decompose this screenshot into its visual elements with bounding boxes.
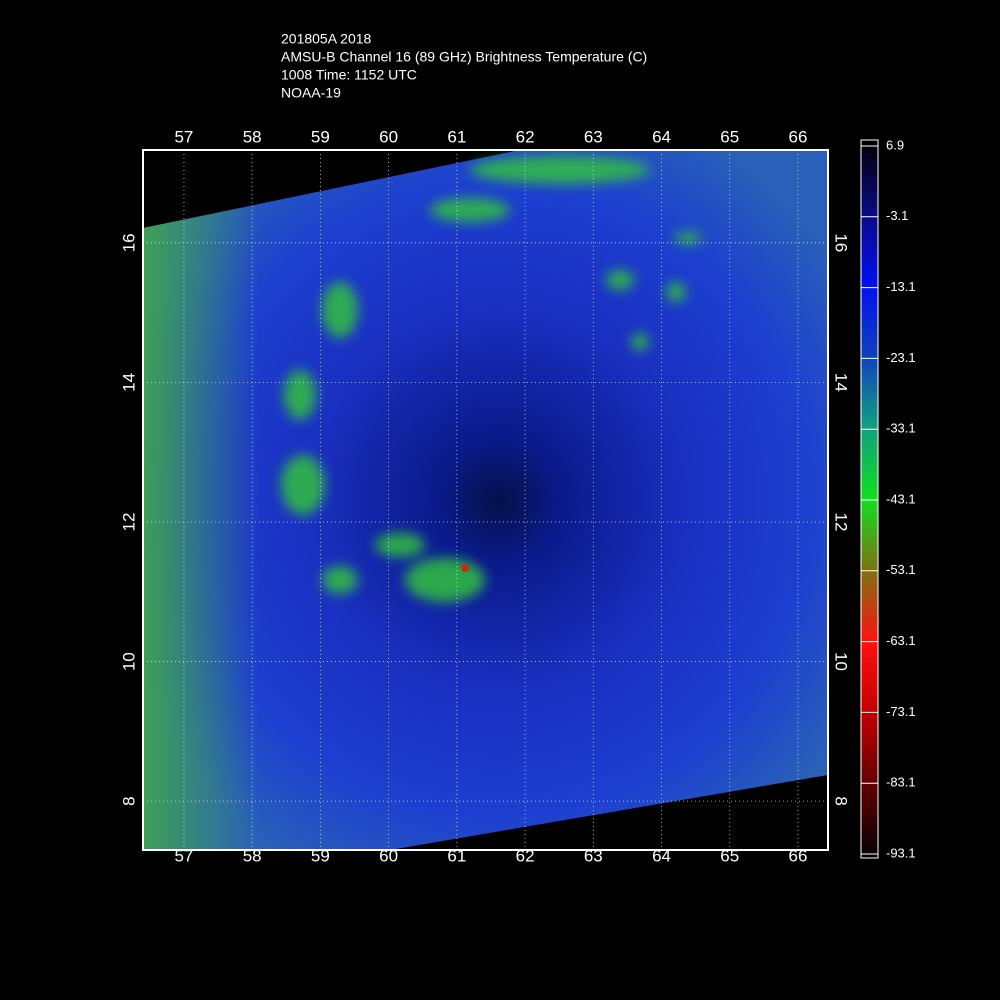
colorbar-tick-label: -63.1 [886,633,916,648]
lon-tick-label: 57 [174,127,193,146]
header-line: 1008 Time: 1152 UTC [281,67,417,83]
lat-tick-label: 8 [832,796,851,805]
lon-tick-label: 57 [174,846,193,865]
lon-tick-label: 64 [652,127,671,146]
colorbar-tick-label: -13.1 [886,279,916,294]
lon-tick-label: 66 [789,127,808,146]
lon-tick-label: 61 [447,846,466,865]
lat-tick-label: 12 [119,513,138,532]
lon-tick-label: 59 [311,846,330,865]
header-line: NOAA-19 [281,85,341,101]
lon-tick-label: 62 [516,846,535,865]
colorbar-tick-label: -3.1 [886,208,908,223]
hot-spot [461,564,469,572]
lat-tick-label: 10 [832,652,851,671]
lon-tick-label: 61 [447,127,466,146]
lon-tick-label: 66 [789,846,808,865]
colorbar-tick-label: -23.1 [886,350,916,365]
lon-tick-label: 58 [243,846,262,865]
lat-tick-label: 14 [119,373,138,392]
labels: 201805A 2018 AMSU-B Channel 16 (89 GHz) B… [119,31,915,866]
colorbar-tick-label: -73.1 [886,704,916,719]
lon-tick-label: 60 [379,127,398,146]
lon-tick-label: 63 [584,127,603,146]
lon-tick-label: 59 [311,127,330,146]
lat-tick-label: 8 [119,796,138,805]
header-line: 201805A 2018 [281,31,372,47]
lon-tick-label: 65 [720,846,739,865]
imagery [143,150,828,850]
colorbar [860,139,879,859]
colorbar-tick-label: -43.1 [886,491,916,506]
lon-tick-label: 63 [584,846,603,865]
header-line: AMSU-B Channel 16 (89 GHz) Brightness Te… [281,49,647,65]
lon-tick-label: 65 [720,127,739,146]
lat-tick-label: 12 [832,513,851,532]
colorbar-tick-label: -53.1 [886,562,916,577]
colorbar-tick-label: -93.1 [886,845,916,860]
colorbar-tick-label: -83.1 [886,775,916,790]
lat-tick-label: 16 [832,233,851,252]
lon-tick-label: 60 [379,846,398,865]
grid [143,150,828,850]
lat-tick-label: 14 [832,373,851,392]
plot-frame [142,149,829,851]
lat-tick-label: 10 [119,652,138,671]
lat-tick-label: 16 [119,233,138,252]
lon-tick-label: 58 [243,127,262,146]
colorbar-tick-label: 6.9 [886,137,904,152]
lon-tick-label: 64 [652,846,671,865]
colorbar-tick-label: -33.1 [886,421,916,436]
lon-tick-label: 62 [516,127,535,146]
